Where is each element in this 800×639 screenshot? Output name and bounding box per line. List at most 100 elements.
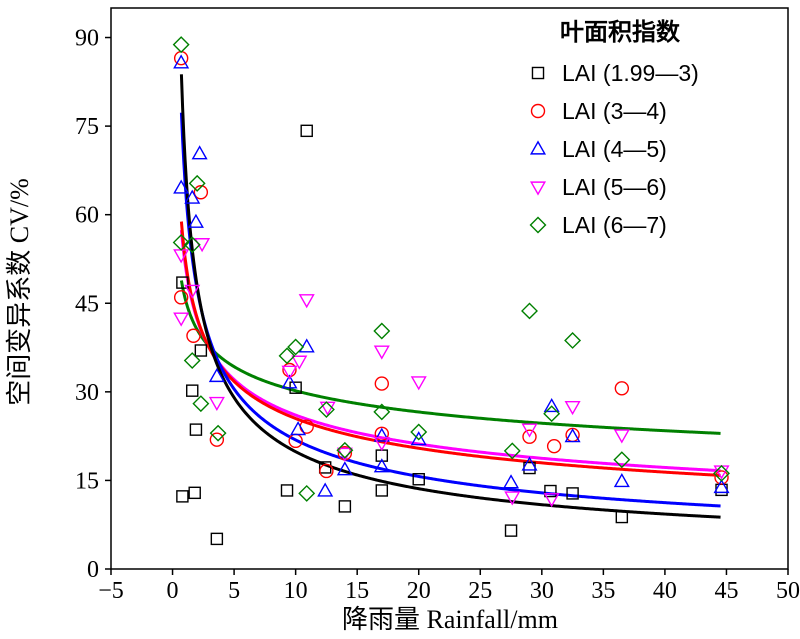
x-tick-label: 25 — [468, 578, 492, 604]
data-point — [290, 421, 307, 436]
data-point — [566, 487, 579, 500]
y-tick-label: 15 — [75, 468, 99, 494]
data-point — [564, 332, 582, 349]
fit-curves — [179, 74, 721, 519]
data-point — [412, 473, 425, 486]
y-tick-label: 45 — [75, 291, 99, 317]
data-point — [410, 431, 427, 446]
data-point — [564, 428, 581, 443]
x-tick-label: −5 — [98, 578, 124, 604]
data-point — [615, 510, 629, 524]
data-point — [298, 338, 315, 353]
legend: 叶面积指数 LAI (1.99—3) LAI (3—4) LAI (4—5) LAI (… — [529, 18, 699, 238]
data-point — [375, 484, 389, 497]
legend-label: LAI (3—4) — [562, 98, 667, 124]
legend-label: LAI (5—6) — [562, 174, 667, 200]
data-point — [319, 401, 336, 416]
data-point — [543, 398, 560, 413]
x-tick-label: 20 — [407, 578, 431, 604]
y-tick-label: 0 — [87, 557, 99, 583]
data-point — [280, 484, 294, 497]
data-point — [298, 484, 316, 502]
data-point — [183, 352, 201, 370]
data-point — [208, 367, 225, 383]
data-point — [504, 491, 521, 506]
data-point — [186, 384, 199, 397]
data-point — [373, 458, 390, 473]
data-point — [281, 365, 298, 380]
x-tick-label: 50 — [776, 578, 800, 604]
data-point — [614, 381, 630, 396]
data-point — [173, 312, 190, 327]
data-point — [564, 401, 581, 416]
data-point — [287, 338, 305, 356]
series-group — [173, 54, 730, 497]
y-tick-label: 60 — [75, 203, 99, 229]
data-point — [298, 294, 315, 309]
data-point — [319, 463, 334, 479]
x-tick-label: 40 — [653, 578, 677, 604]
data-point — [543, 405, 561, 423]
data-point — [188, 486, 201, 500]
legend-marker — [529, 216, 547, 234]
data-point — [613, 473, 630, 488]
data-point — [546, 438, 562, 454]
data-point — [336, 441, 354, 459]
data-point — [713, 464, 730, 482]
data-point — [183, 236, 201, 254]
data-point — [521, 456, 538, 471]
data-point — [192, 395, 210, 413]
data-point — [188, 174, 206, 192]
data-point — [193, 185, 209, 200]
series-group — [172, 36, 730, 502]
x-tick-label: 35 — [591, 578, 615, 604]
data-point — [300, 124, 313, 138]
legend-title: 叶面积指数 — [560, 18, 681, 46]
data-point — [176, 490, 189, 503]
data-point — [210, 532, 224, 546]
legend-marker — [531, 66, 545, 80]
data-point — [336, 461, 353, 476]
x-tick-label: 5 — [228, 578, 240, 604]
data-point — [172, 233, 190, 251]
data-point — [189, 423, 203, 436]
x-tick-label: 15 — [345, 578, 369, 604]
data-point — [291, 355, 308, 370]
data-point — [410, 376, 427, 391]
data-point — [373, 437, 390, 452]
y-tick-label: 90 — [75, 26, 99, 52]
y-tick-label: 30 — [75, 380, 99, 406]
data-point — [521, 423, 538, 438]
data-point — [208, 396, 225, 412]
series-group — [176, 124, 728, 546]
data-point — [186, 328, 201, 343]
legend-marker — [529, 140, 547, 155]
legend-marker — [530, 103, 546, 119]
data-point — [544, 484, 557, 498]
data-point — [543, 493, 560, 508]
data-point — [373, 403, 391, 421]
data-point — [374, 376, 389, 391]
fit-curve — [179, 229, 721, 473]
data-point — [713, 478, 730, 494]
x-tick-label: 30 — [530, 578, 554, 604]
data-point — [191, 145, 208, 160]
x-tick-label: 10 — [284, 578, 308, 604]
fit-curve — [179, 112, 721, 508]
plot-frame — [110, 7, 789, 570]
x-tick-label: 0 — [167, 578, 179, 604]
fit-curve — [179, 280, 721, 435]
data-point — [173, 54, 190, 69]
y-axis-label: 空间变异系数 CV/% — [5, 178, 34, 406]
data-point — [521, 302, 538, 320]
data-point — [172, 36, 190, 54]
data-point — [173, 290, 189, 305]
data-point — [503, 442, 521, 460]
data-point — [373, 427, 390, 442]
legend-label: LAI (6—7) — [562, 212, 667, 238]
data-point — [281, 374, 298, 389]
x-axis-label: 降雨量 Rainfall/mm — [342, 605, 558, 634]
data-point — [373, 345, 390, 360]
